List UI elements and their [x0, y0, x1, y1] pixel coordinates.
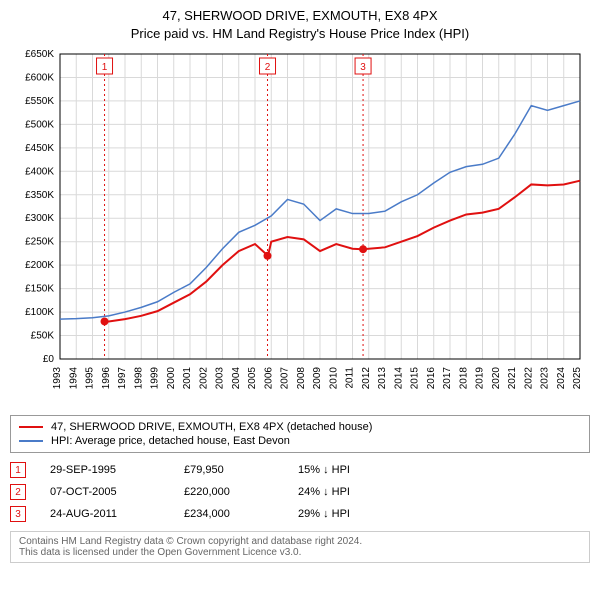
svg-text:2002: 2002 [198, 367, 209, 390]
svg-text:£600K: £600K [25, 72, 54, 83]
svg-text:£0: £0 [43, 354, 55, 365]
svg-text:1997: 1997 [117, 367, 128, 390]
footer-line: This data is licensed under the Open Gov… [19, 547, 581, 558]
chart-title: 47, SHERWOOD DRIVE, EXMOUTH, EX8 4PX [10, 8, 590, 23]
svg-text:2022: 2022 [523, 367, 534, 390]
sale-delta: 15% ↓ HPI [298, 464, 398, 476]
svg-text:1999: 1999 [150, 367, 161, 390]
sale-date: 07-OCT-2005 [50, 486, 160, 498]
svg-text:£350K: £350K [25, 190, 54, 201]
legend-label: 47, SHERWOOD DRIVE, EXMOUTH, EX8 4PX (de… [51, 421, 372, 433]
svg-text:2012: 2012 [361, 367, 372, 390]
sale-delta: 29% ↓ HPI [298, 508, 398, 520]
svg-text:1: 1 [102, 62, 108, 73]
legend-swatch [19, 426, 43, 428]
legend-swatch [19, 440, 43, 442]
svg-text:3: 3 [360, 62, 366, 73]
sale-delta: 24% ↓ HPI [298, 486, 398, 498]
svg-text:£400K: £400K [25, 166, 54, 177]
svg-text:2010: 2010 [328, 367, 339, 390]
sale-price: £79,950 [184, 464, 274, 476]
legend-item: HPI: Average price, detached house, East… [19, 434, 581, 448]
svg-text:2013: 2013 [377, 367, 388, 390]
svg-text:2009: 2009 [312, 367, 323, 390]
svg-text:1994: 1994 [68, 367, 79, 390]
svg-text:2007: 2007 [280, 367, 291, 390]
sale-marker: 1 [10, 462, 26, 478]
svg-text:£500K: £500K [25, 119, 54, 130]
svg-text:2: 2 [265, 62, 271, 73]
svg-text:2001: 2001 [182, 367, 193, 390]
footer-attribution: Contains HM Land Registry data © Crown c… [10, 531, 590, 563]
svg-text:£300K: £300K [25, 213, 54, 224]
sale-price: £234,000 [184, 508, 274, 520]
svg-text:£50K: £50K [31, 331, 55, 342]
svg-text:2004: 2004 [231, 367, 242, 390]
sale-row: 2 07-OCT-2005 £220,000 24% ↓ HPI [10, 481, 590, 503]
line-chart-svg: £0 £50K £100K £150K £200K £250K £300K £350K £400… [10, 49, 590, 409]
svg-text:1995: 1995 [85, 367, 96, 390]
svg-text:2014: 2014 [393, 367, 404, 390]
sale-price: £220,000 [184, 486, 274, 498]
svg-text:2005: 2005 [247, 367, 258, 390]
chart-area: £0 £50K £100K £150K £200K £250K £300K £350K £400… [10, 49, 590, 409]
legend-item: 47, SHERWOOD DRIVE, EXMOUTH, EX8 4PX (de… [19, 420, 581, 434]
svg-text:2003: 2003 [215, 367, 226, 390]
svg-text:2000: 2000 [166, 367, 177, 390]
svg-text:2025: 2025 [572, 367, 583, 390]
sales-table: 1 29-SEP-1995 £79,950 15% ↓ HPI 2 07-OCT… [10, 459, 590, 525]
svg-text:2020: 2020 [491, 367, 502, 390]
svg-text:1998: 1998 [133, 367, 144, 390]
svg-text:£550K: £550K [25, 96, 54, 107]
svg-text:2006: 2006 [263, 367, 274, 390]
sale-marker: 3 [10, 506, 26, 522]
sale-date: 24-AUG-2011 [50, 508, 160, 520]
svg-text:1993: 1993 [52, 367, 63, 390]
sale-date: 29-SEP-1995 [50, 464, 160, 476]
svg-text:2024: 2024 [556, 367, 567, 390]
chart-subtitle: Price paid vs. HM Land Registry's House … [10, 26, 590, 41]
svg-text:2008: 2008 [296, 367, 307, 390]
svg-text:2016: 2016 [426, 367, 437, 390]
sale-row: 1 29-SEP-1995 £79,950 15% ↓ HPI [10, 459, 590, 481]
footer-line: Contains HM Land Registry data © Crown c… [19, 536, 581, 547]
svg-text:£250K: £250K [25, 237, 54, 248]
svg-text:2015: 2015 [410, 367, 421, 390]
svg-text:1996: 1996 [101, 367, 112, 390]
legend-box: 47, SHERWOOD DRIVE, EXMOUTH, EX8 4PX (de… [10, 415, 590, 453]
sale-marker: 2 [10, 484, 26, 500]
svg-text:£100K: £100K [25, 307, 54, 318]
svg-text:2019: 2019 [475, 367, 486, 390]
svg-text:2023: 2023 [540, 367, 551, 390]
svg-text:2021: 2021 [507, 367, 518, 390]
svg-text:£650K: £650K [25, 49, 54, 60]
svg-text:£150K: £150K [25, 284, 54, 295]
svg-text:2018: 2018 [458, 367, 469, 390]
sale-row: 3 24-AUG-2011 £234,000 29% ↓ HPI [10, 503, 590, 525]
svg-text:£200K: £200K [25, 260, 54, 271]
svg-text:£450K: £450K [25, 143, 54, 154]
svg-text:2017: 2017 [442, 367, 453, 390]
legend-label: HPI: Average price, detached house, East… [51, 435, 290, 447]
svg-text:2011: 2011 [345, 367, 356, 389]
